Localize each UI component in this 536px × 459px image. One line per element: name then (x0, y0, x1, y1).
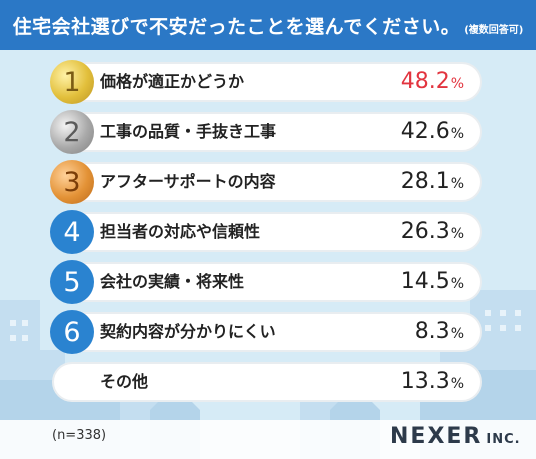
sample-size-label: (n=338) (52, 428, 107, 443)
chart-row (52, 362, 482, 402)
title-note: (複数回答可) (464, 24, 524, 36)
value-unit: % (450, 76, 464, 92)
chart-row (52, 112, 482, 152)
category-label: アフターサポートの内容 (100, 172, 276, 191)
page-title: 住宅会社選びで不安だったことを選んでください。 (12, 15, 461, 38)
value-label: 42.6% (401, 110, 464, 154)
chart-row (52, 162, 482, 202)
rank-badge: 4 (50, 210, 94, 254)
value-number: 14.5 (400, 269, 450, 294)
value-unit: % (450, 276, 464, 292)
category-label: 工事の品質・手抜き工事 (100, 122, 277, 141)
value-unit: % (450, 226, 464, 242)
category-label: 会社の実績・将来性 (100, 272, 245, 291)
rank-badge: 5 (50, 260, 94, 304)
value-label: 8.3% (415, 310, 464, 354)
value-number: 42.6 (400, 119, 450, 144)
category-label: 担当者の対応や信頼性 (100, 222, 261, 241)
brand-suffix: INC. (486, 432, 521, 447)
value-number: 28.1 (400, 169, 450, 194)
rank-badge: 6 (50, 310, 94, 354)
value-number: 8.3 (414, 319, 450, 344)
chart-row (52, 212, 482, 252)
category-label: 契約内容が分かりにくい (100, 322, 276, 341)
value-unit: % (450, 326, 464, 342)
value-label: 13.3% (401, 360, 464, 404)
title-bar: 住宅会社選びで不安だったことを選んでください。 (複数回答可) (0, 0, 536, 50)
rank-badge: 3 (50, 160, 94, 204)
value-number: 48.2 (400, 69, 450, 94)
value-number: 26.3 (400, 219, 450, 244)
value-label: 26.3% (401, 210, 464, 254)
value-unit: % (450, 376, 464, 392)
value-label: 28.1% (401, 160, 464, 204)
rank-badge: 2 (50, 110, 94, 154)
value-number: 13.3 (400, 369, 450, 394)
value-unit: % (450, 126, 464, 142)
brand-name: NEXER (390, 424, 483, 449)
brand-logo: NEXER INC. (390, 424, 521, 449)
chart-row (52, 312, 482, 352)
value-label: 14.5% (401, 260, 464, 304)
rank-badge: 1 (50, 60, 94, 104)
value-label: 48.2% (401, 60, 464, 104)
category-label: その他 (100, 372, 149, 391)
value-unit: % (450, 176, 464, 192)
category-label: 価格が適正かどうか (100, 72, 245, 91)
chart-row (52, 262, 482, 302)
